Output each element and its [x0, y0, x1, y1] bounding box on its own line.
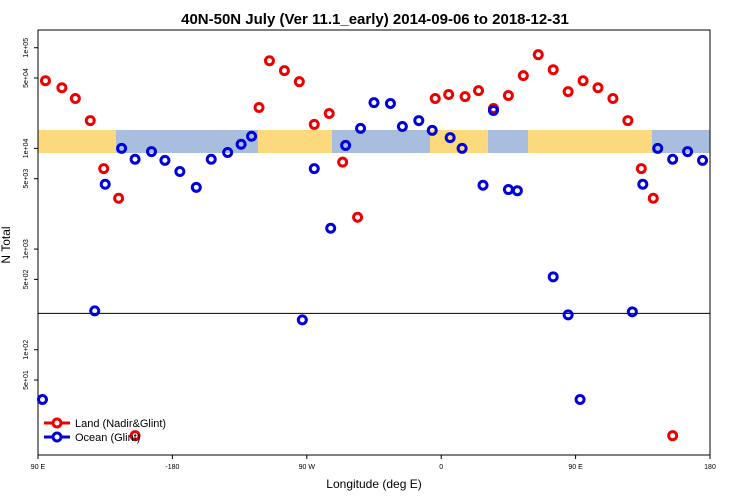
land-band — [38, 130, 116, 153]
point — [246, 130, 258, 142]
point — [39, 75, 51, 87]
point — [667, 153, 679, 165]
y-tick-label: 5e+02 — [23, 269, 30, 289]
point — [413, 115, 425, 127]
point — [429, 93, 441, 105]
x-axis-label: Longitude (deg E) — [326, 477, 421, 491]
point — [69, 93, 81, 105]
point — [459, 91, 471, 103]
point — [426, 124, 438, 136]
point — [396, 120, 408, 132]
point — [308, 118, 320, 130]
point — [635, 163, 647, 175]
point — [222, 147, 234, 159]
point — [296, 314, 308, 326]
point — [56, 82, 68, 94]
y-tick-label: 1e+02 — [23, 340, 30, 360]
point — [325, 222, 337, 234]
point — [574, 394, 586, 406]
point — [511, 185, 523, 197]
point — [652, 142, 664, 154]
point — [443, 89, 455, 101]
point — [89, 305, 101, 317]
point — [98, 163, 110, 175]
point — [323, 108, 335, 120]
point — [99, 178, 111, 190]
legend-label: Ocean (Glint) — [75, 432, 140, 444]
legend-marker — [51, 417, 63, 429]
y-tick-label: 5e+03 — [23, 169, 30, 189]
point — [278, 65, 290, 77]
point — [456, 142, 468, 154]
point — [174, 165, 186, 177]
land-band — [430, 130, 488, 153]
point — [129, 153, 141, 165]
point — [253, 101, 265, 113]
point — [190, 181, 202, 193]
point — [637, 178, 649, 190]
point — [235, 138, 247, 150]
point — [647, 192, 659, 204]
point — [487, 104, 499, 116]
point — [607, 93, 619, 105]
point — [502, 184, 514, 196]
x-tick-label: 0 — [439, 464, 443, 471]
point — [444, 132, 456, 144]
point — [129, 430, 141, 442]
y-axis-label: N Total — [0, 226, 13, 263]
x-tick-label: 90 E — [31, 464, 46, 471]
point — [502, 90, 514, 102]
chart-title: 40N-50N July (Ver 11.1_early) 2014-09-06… — [181, 11, 569, 28]
y-tick-label: 1e+03 — [23, 239, 30, 259]
point — [547, 271, 559, 283]
x-tick-label: 90 E — [568, 464, 583, 471]
x-tick-label: 90 W — [299, 464, 316, 471]
point — [84, 115, 96, 127]
y-tick-label: 1e+05 — [23, 38, 30, 58]
point — [697, 154, 709, 166]
point — [622, 115, 634, 127]
land-band — [258, 130, 332, 153]
x-tick-label: 180 — [704, 464, 716, 471]
map-strip — [38, 130, 710, 153]
point — [682, 146, 694, 158]
point — [626, 306, 638, 318]
point — [145, 146, 157, 158]
y-tick-label: 5e+04 — [23, 68, 30, 88]
point — [477, 179, 489, 191]
point — [547, 64, 559, 76]
point — [667, 430, 679, 442]
point — [368, 97, 380, 109]
point — [159, 154, 171, 166]
y-tick-label: 5e+01 — [23, 370, 30, 390]
point — [562, 86, 574, 98]
point — [337, 156, 349, 168]
point — [384, 98, 396, 110]
point — [562, 309, 574, 321]
point — [308, 163, 320, 175]
land-band — [528, 130, 652, 153]
point — [116, 142, 128, 154]
point — [293, 76, 305, 88]
point — [36, 394, 48, 406]
point — [577, 75, 589, 87]
point — [352, 211, 364, 223]
point — [205, 153, 217, 165]
point — [113, 192, 125, 204]
point — [473, 85, 485, 97]
point — [532, 49, 544, 61]
point — [355, 122, 367, 134]
point — [263, 55, 275, 67]
legend-label: Land (Nadir&Glint) — [75, 418, 166, 430]
y-tick-label: 1e+04 — [23, 138, 30, 158]
point — [340, 139, 352, 151]
point — [592, 82, 604, 94]
point — [517, 70, 529, 82]
legend-marker — [51, 431, 63, 443]
plot-frame — [37, 29, 711, 456]
x-tick-label: -180 — [165, 464, 179, 471]
